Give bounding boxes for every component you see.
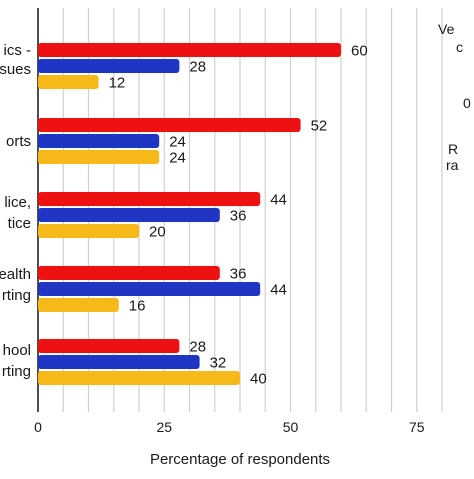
bar bbox=[38, 118, 301, 132]
data-label: 44 bbox=[270, 282, 287, 299]
data-label: 20 bbox=[149, 224, 166, 241]
data-label: 44 bbox=[270, 192, 287, 209]
data-label: 24 bbox=[169, 150, 186, 167]
category-label: orts bbox=[6, 133, 31, 150]
bar bbox=[38, 298, 119, 312]
bar bbox=[38, 75, 99, 89]
x-tick-label: 0 bbox=[34, 419, 42, 435]
x-tick-label: 25 bbox=[156, 419, 172, 435]
bar bbox=[38, 208, 220, 222]
category-label: hool bbox=[3, 342, 31, 359]
data-label: 28 bbox=[189, 59, 206, 76]
legend-text: 0 bbox=[463, 95, 471, 111]
bar bbox=[38, 282, 261, 296]
data-label: 12 bbox=[109, 75, 126, 92]
legend-text: c bbox=[456, 39, 463, 55]
data-label: 24 bbox=[169, 134, 186, 151]
category-label: rting bbox=[2, 363, 31, 380]
bar bbox=[38, 266, 220, 280]
category-label: ealth bbox=[0, 266, 31, 283]
category-label: sues bbox=[0, 61, 31, 78]
category-label: tice bbox=[8, 215, 31, 232]
legend-text: R bbox=[448, 141, 458, 157]
x-tick-label: 75 bbox=[409, 419, 425, 435]
legend-text: ra bbox=[446, 157, 459, 173]
data-label: 60 bbox=[351, 43, 368, 60]
bar bbox=[38, 43, 341, 57]
category-label: ics - bbox=[4, 42, 32, 59]
bar bbox=[38, 59, 180, 73]
bar bbox=[38, 224, 139, 238]
data-label: 40 bbox=[250, 371, 267, 388]
x-axis-title: Percentage of respondents bbox=[150, 451, 330, 468]
bar bbox=[38, 192, 261, 206]
category-label: rting bbox=[2, 287, 31, 304]
category-label: lice, bbox=[4, 194, 31, 211]
data-label: 28 bbox=[189, 339, 206, 356]
bar bbox=[38, 355, 200, 369]
data-label: 52 bbox=[311, 118, 328, 135]
data-label: 36 bbox=[230, 208, 247, 225]
bar bbox=[38, 371, 240, 385]
data-label: 32 bbox=[210, 355, 227, 372]
x-tick-label: 50 bbox=[283, 419, 299, 435]
data-label: 36 bbox=[230, 266, 247, 283]
bar bbox=[38, 150, 160, 164]
bar bbox=[38, 339, 180, 353]
data-label: 16 bbox=[129, 298, 146, 315]
bar bbox=[38, 134, 160, 148]
legend-text: Ve bbox=[438, 21, 455, 37]
